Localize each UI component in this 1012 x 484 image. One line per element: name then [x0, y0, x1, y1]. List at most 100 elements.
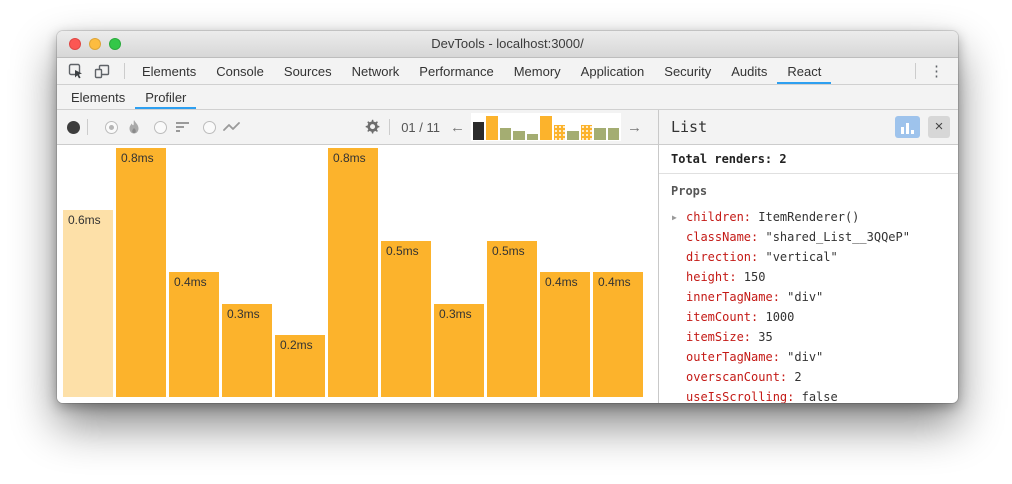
react-subtabs: Elements Profiler [61, 85, 196, 109]
snapshot-mini-bar[interactable] [594, 128, 606, 140]
render-duration-bar[interactable]: 0.3ms [434, 304, 484, 397]
traffic-lights [69, 38, 121, 50]
flamegraph-radio[interactable] [105, 120, 118, 134]
next-snapshot-button[interactable]: → [627, 118, 642, 136]
ranked-radio[interactable] [154, 120, 167, 134]
prop-value: 150 [743, 270, 766, 284]
render-duration-bar[interactable]: 0.4ms [593, 272, 643, 397]
prop-name: className: [686, 230, 766, 244]
prop-value: 2 [794, 370, 802, 384]
close-window-button[interactable] [69, 38, 81, 50]
render-duration-bar[interactable]: 0.5ms [381, 241, 431, 397]
details-header: List × [659, 110, 958, 145]
render-duration-bar[interactable]: 0.5ms [487, 241, 537, 397]
titlebar: DevTools - localhost:3000/ [57, 31, 958, 58]
total-renders: Total renders: 2 [659, 145, 958, 174]
devtools-window: DevTools - localhost:3000/ Elements Conso… [57, 31, 958, 403]
prop-name: itemCount: [686, 310, 766, 324]
render-duration-bar[interactable]: 0.3ms [222, 304, 272, 397]
react-subtabbar: Elements Profiler [57, 85, 958, 110]
devtools-tabs: Elements Console Sources Network Performance… [132, 58, 831, 84]
prop-row: innerTagName: "div" [671, 287, 958, 307]
tab-security[interactable]: Security [664, 63, 712, 79]
flamegraph-icon [124, 117, 144, 137]
snapshot-mini-bar[interactable] [486, 116, 498, 140]
close-details-button[interactable]: × [928, 116, 950, 138]
prop-row: ▶ children: ItemRenderer() [671, 207, 958, 227]
render-chart-button[interactable] [895, 116, 920, 138]
tab-sources[interactable]: Sources [283, 63, 332, 79]
snapshot-position: 01 / 11 [401, 119, 440, 135]
prop-value: 1000 [765, 310, 795, 324]
snapshot-mini-bar[interactable] [580, 125, 593, 140]
render-duration-bar[interactable]: 0.4ms [540, 272, 590, 397]
snapshot-mini-bar[interactable] [499, 128, 512, 140]
component-details-pane: List × Total renders: 2 Props ▶ children:… [659, 110, 958, 403]
prop-value: "div" [787, 350, 824, 364]
snapshot-mini-bar[interactable] [553, 125, 566, 140]
profiler-toolbar: 01 / 11 ← → [57, 110, 658, 145]
tab-elements[interactable]: Elements [142, 63, 197, 79]
toolbar-separator [915, 63, 916, 79]
flamegraph-bars: 0.6ms 0.8ms 0.4ms 0.3ms 0.2ms 0.8ms 0.5ms 0.3ms… [63, 148, 643, 397]
settings-gear-icon[interactable] [362, 117, 382, 137]
prop-name: direction: [686, 250, 766, 264]
render-duration-bar[interactable]: 0.8ms [328, 148, 378, 397]
pane-divider[interactable] [658, 110, 659, 403]
devtools-tabbar: Elements Console Sources Network Performance… [57, 58, 958, 85]
prop-value: "div" [787, 290, 824, 304]
prop-name: overscanCount: [686, 370, 795, 384]
snapshot-selector[interactable] [471, 113, 621, 141]
snapshot-mini-bar[interactable] [567, 131, 579, 140]
prop-value: "vertical" [765, 250, 838, 264]
prop-name: useIsScrolling: [686, 390, 802, 403]
profiler-left-pane: 01 / 11 ← → 0.6ms 0.8ms 0.4ms 0.3ms 0.2ms 0.8… [57, 110, 658, 403]
inspect-element-icon[interactable] [65, 61, 87, 81]
tab-memory[interactable]: Memory [513, 63, 561, 79]
props-list: ▶ children: ItemRenderer() className: "sha… [671, 207, 958, 403]
prop-value: false [801, 390, 838, 403]
more-options-icon[interactable]: ⋮ [929, 63, 944, 80]
render-duration-bar[interactable]: 0.2ms [275, 335, 325, 397]
total-renders-label: Total renders: [671, 152, 773, 166]
render-duration-bar[interactable]: 0.6ms [63, 210, 113, 397]
prev-snapshot-button[interactable]: ← [450, 118, 465, 136]
prop-name: children: [686, 210, 759, 224]
tab-console[interactable]: Console [216, 63, 264, 79]
prop-value: ItemRenderer() [758, 210, 860, 224]
prop-row: height: 150 [671, 267, 958, 287]
minimize-window-button[interactable] [89, 38, 101, 50]
snapshot-mini-bar[interactable] [526, 134, 539, 140]
expand-triangle-icon[interactable]: ▶ [672, 213, 677, 222]
prop-row: className: "shared_List__3QQeP" [671, 227, 958, 247]
prop-row: itemSize: 35 [671, 327, 958, 347]
record-button[interactable] [67, 120, 80, 134]
tab-audits[interactable]: Audits [731, 63, 768, 79]
snapshot-mini-bar[interactable] [513, 131, 525, 140]
tab-network[interactable]: Network [351, 63, 400, 79]
render-duration-bar[interactable]: 0.4ms [169, 272, 219, 397]
snapshot-mini-bar[interactable] [607, 128, 619, 140]
tab-performance[interactable]: Performance [419, 63, 494, 79]
prop-name: innerTagName: [686, 290, 788, 304]
tab-react[interactable]: React [777, 58, 831, 84]
subtab-elements[interactable]: Elements [71, 89, 126, 105]
prop-name: itemSize: [686, 330, 759, 344]
total-renders-value: 2 [779, 152, 787, 166]
maximize-window-button[interactable] [109, 38, 121, 50]
interactions-radio[interactable] [203, 120, 216, 134]
prop-row: outerTagName: "div" [671, 347, 958, 367]
device-toolbar-icon[interactable] [91, 61, 113, 81]
snapshot-mini-bar[interactable] [473, 122, 485, 140]
prop-value: "shared_List__3QQeP" [765, 230, 910, 244]
profiler-body: 01 / 11 ← → 0.6ms 0.8ms 0.4ms 0.3ms 0.2ms 0.8… [57, 110, 958, 403]
subtab-profiler[interactable]: Profiler [135, 85, 196, 109]
tab-application[interactable]: Application [580, 63, 645, 79]
props-heading: Props [671, 184, 708, 198]
prop-row: itemCount: 1000 [671, 307, 958, 327]
prop-row: useIsScrolling: false [671, 387, 958, 403]
snapshot-mini-bar[interactable] [540, 116, 552, 140]
window-title: DevTools - localhost:3000/ [431, 36, 584, 51]
render-duration-bar[interactable]: 0.8ms [116, 148, 166, 397]
